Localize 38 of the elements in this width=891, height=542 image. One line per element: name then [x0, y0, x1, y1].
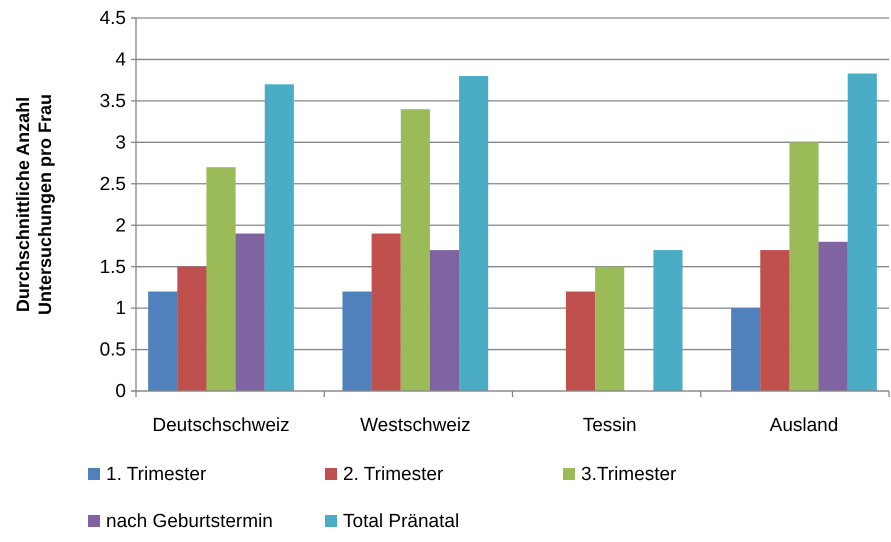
legend-label: nach Geburtstermin	[106, 511, 273, 532]
legend-label: 1. Trimester	[106, 464, 207, 485]
bar	[595, 266, 624, 391]
bar	[342, 292, 372, 391]
y-tick-label: 1.5	[100, 256, 126, 278]
x-tick-label: Deutschschweiz	[152, 415, 290, 436]
y-tick-label: 0	[115, 381, 126, 402]
legend-label: 3.Trimester	[581, 464, 678, 485]
y-axis-title: Durchschnittliche Anzahl Untersuchungen pro Frau	[13, 94, 55, 316]
bar	[177, 266, 206, 391]
y-tick-label: 2	[115, 215, 126, 236]
legend-label: Total Pränatal	[343, 511, 460, 532]
y-tick-label: 3	[115, 132, 126, 154]
bar	[653, 250, 683, 391]
x-tick-label: Westschweiz	[360, 415, 471, 436]
legend-label: 2. Trimester	[343, 464, 444, 485]
y-tick-label: 3.5	[100, 90, 126, 112]
y-tick-label: 0.5	[100, 340, 126, 361]
bar	[848, 74, 877, 391]
y-tick-label: 2.5	[100, 174, 126, 195]
y-tick-label: 4.5	[100, 8, 126, 30]
x-tick-label: Ausland	[770, 415, 838, 436]
bar	[789, 142, 819, 391]
x-tick-label: Tessin	[582, 415, 637, 436]
bar	[372, 234, 401, 391]
y-tick-label: 4	[115, 50, 126, 71]
bar	[264, 84, 294, 391]
bar	[206, 167, 236, 391]
bar	[148, 292, 178, 391]
bar	[400, 109, 430, 391]
bar	[430, 250, 460, 391]
y-tick-label: 1	[115, 298, 126, 320]
bar	[459, 76, 488, 391]
bar	[818, 242, 848, 391]
bar	[236, 234, 265, 391]
bar	[760, 250, 790, 391]
bar	[566, 292, 596, 391]
bar	[731, 308, 760, 391]
